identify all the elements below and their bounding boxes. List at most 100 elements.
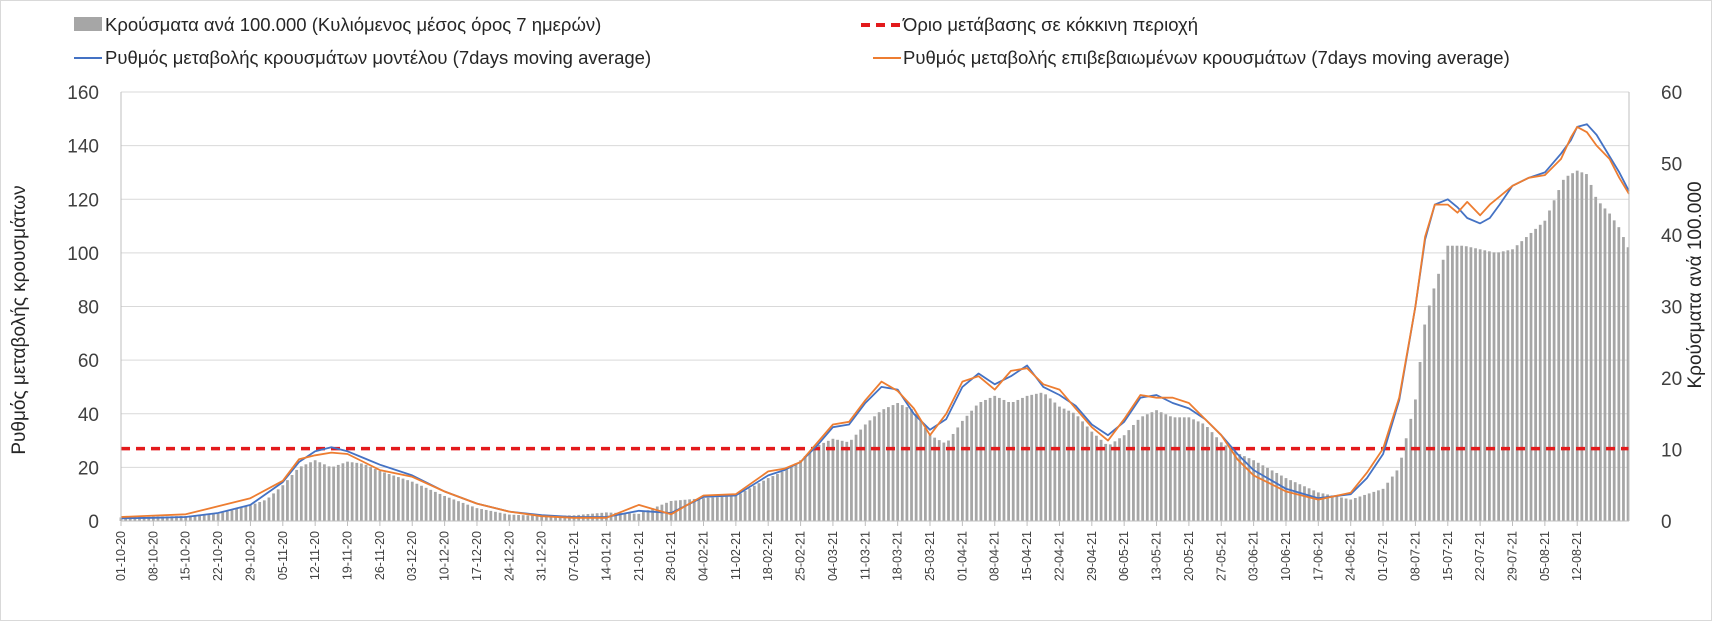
x-tick-label: 07-01-21 — [567, 531, 581, 581]
bar — [1585, 174, 1588, 522]
x-tick-label: 01-10-20 — [114, 531, 128, 581]
bar — [1349, 499, 1353, 521]
bar — [1279, 475, 1283, 521]
bar — [433, 491, 437, 521]
bar — [956, 427, 960, 521]
bar — [175, 516, 178, 521]
bar — [373, 468, 377, 521]
bar — [1344, 498, 1348, 521]
bar — [249, 505, 252, 521]
x-tick-label: 03-06-21 — [1247, 531, 1261, 581]
bar — [933, 437, 937, 521]
bar — [1062, 408, 1066, 521]
bar — [822, 442, 826, 521]
bar — [466, 504, 470, 521]
bar — [151, 516, 155, 521]
bar — [1437, 273, 1440, 521]
y-tick-left-label: 140 — [67, 137, 99, 158]
bar — [1469, 247, 1473, 521]
bar — [313, 460, 317, 521]
bar — [1284, 478, 1288, 521]
bar — [947, 440, 950, 521]
x-tick-label: 01-04-21 — [955, 531, 969, 581]
x-tick-label: 29-04-21 — [1085, 531, 1099, 581]
bar — [1353, 498, 1357, 521]
bar — [1487, 251, 1491, 522]
bar — [1561, 179, 1565, 522]
bar — [711, 497, 715, 521]
bar — [475, 508, 479, 521]
x-axis-ticks: 01-10-20 08-10-20 15-10-20 22-10-20 29-10-20… — [114, 521, 1584, 581]
bar — [877, 412, 881, 521]
bar — [1395, 470, 1399, 521]
x-tick-label: 22-10-20 — [211, 531, 225, 581]
bar — [1307, 488, 1311, 521]
x-tick-label: 15-10-20 — [179, 531, 193, 581]
x-tick-label: 28-01-21 — [664, 531, 678, 581]
bar — [1492, 252, 1496, 521]
bar — [914, 413, 918, 521]
bar — [1340, 497, 1343, 521]
bar — [924, 428, 927, 521]
bar — [651, 508, 655, 521]
bar — [859, 429, 863, 521]
bar — [170, 516, 174, 521]
bar — [1400, 457, 1403, 521]
bar — [323, 464, 326, 521]
bar — [1589, 184, 1593, 521]
bar — [1427, 305, 1431, 521]
bar — [1414, 399, 1417, 521]
bar — [1270, 470, 1274, 521]
y-tick-right-label: 10 — [1661, 441, 1682, 462]
x-tick-label: 17-06-21 — [1311, 531, 1325, 581]
bar — [702, 498, 705, 521]
bar — [202, 514, 206, 521]
bar — [1612, 220, 1616, 521]
bar — [813, 447, 816, 521]
bar — [739, 493, 742, 521]
bar — [1330, 495, 1334, 521]
bar — [1409, 418, 1413, 521]
bar — [1192, 419, 1195, 521]
bar — [965, 415, 969, 521]
x-tick-label: 05-11-20 — [276, 531, 290, 580]
bar — [244, 506, 248, 521]
bar — [1464, 246, 1468, 521]
bar — [161, 516, 164, 521]
bar — [1247, 458, 1251, 521]
bar — [346, 461, 349, 521]
bar — [290, 475, 294, 521]
bar — [937, 440, 941, 521]
bar — [517, 514, 520, 521]
bar — [531, 515, 534, 521]
bar — [688, 499, 692, 521]
bar — [526, 515, 530, 521]
bar — [1608, 213, 1611, 522]
x-tick-label: 15-07-21 — [1441, 531, 1455, 581]
bar — [808, 452, 812, 521]
bar — [1099, 439, 1103, 521]
bar — [1432, 288, 1436, 521]
bar — [392, 475, 396, 521]
bar — [720, 496, 724, 521]
bar — [729, 496, 733, 521]
bar — [960, 420, 964, 521]
x-tick-label: 26-11-20 — [373, 531, 387, 580]
bar — [743, 490, 747, 521]
legend-item-confirmed: Ρυθμός μεταβολής επιβεβαιωμένων κρουσμάτ… — [873, 47, 1510, 68]
bar — [910, 409, 913, 521]
bar — [1381, 488, 1385, 521]
bar — [142, 516, 146, 521]
bar — [1113, 441, 1117, 521]
bar — [1316, 492, 1320, 521]
line-layer — [120, 123, 1630, 520]
bar — [406, 480, 410, 521]
x-tick-label: 11-02-21 — [729, 531, 743, 580]
x-tick-label: 12-11-20 — [308, 531, 322, 580]
bar — [360, 463, 363, 521]
bar — [840, 440, 844, 521]
bar — [480, 509, 483, 521]
bar — [1215, 437, 1219, 521]
bar — [1501, 251, 1505, 522]
